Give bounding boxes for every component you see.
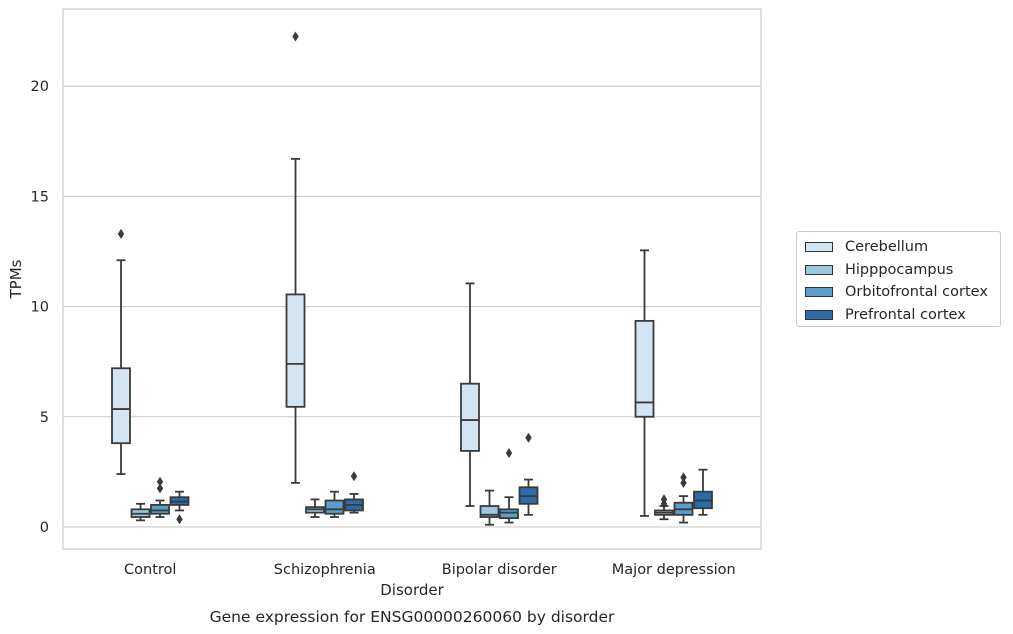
- outlier-point: [660, 494, 668, 505]
- box-group: [460, 282, 480, 507]
- legend-item-orbitofrontal-cortex: Orbitofrontal cortex: [805, 281, 1000, 304]
- outlier-point: [350, 471, 358, 482]
- box-group: [518, 432, 539, 516]
- outlier-point: [525, 432, 532, 443]
- box-marks: [111, 31, 713, 526]
- box-iqr: [634, 319, 655, 418]
- y-tick-label: 0: [40, 520, 49, 536]
- box-iqr: [324, 499, 345, 515]
- outlier-point: [156, 483, 164, 494]
- box-group: [150, 476, 170, 518]
- outlier-point: [292, 31, 299, 42]
- box-iqr: [285, 293, 306, 408]
- x-tick-label: Major depression: [612, 562, 736, 578]
- box-group: [499, 448, 519, 524]
- legend-label-orbitofrontal-cortex: Orbitofrontal cortex: [845, 284, 988, 301]
- chart-legend: Cerebellum Hipppocampus Orbitofrontal co…: [796, 231, 1001, 327]
- box-group: [169, 490, 190, 525]
- grid-lines: [63, 85, 761, 528]
- outlier-point: [505, 448, 513, 459]
- legend-label-cerebellum: Cerebellum: [845, 239, 929, 256]
- legend-label-hippocampus: Hipppocampus: [845, 261, 954, 278]
- y-tick-label: 15: [31, 189, 49, 205]
- box-group: [324, 490, 345, 518]
- outlier-point: [680, 472, 687, 483]
- y-tick-label: 5: [40, 410, 49, 426]
- box-group: [344, 471, 364, 514]
- box-group: [130, 502, 151, 522]
- legend-label-prefrontal-cortex: Prefrontal cortex: [845, 306, 966, 323]
- chart-title: Gene expression for ENSG00000260060 by d…: [210, 608, 615, 626]
- outlier-point: [176, 514, 183, 525]
- legend-item-hippocampus: Hipppocampus: [805, 259, 1000, 282]
- x-tick-label: Control: [124, 562, 176, 578]
- x-tick-labels: Control Schizophrenia Bipolar disorder Majo…: [124, 562, 736, 578]
- box-iqr: [150, 504, 170, 515]
- box-group: [305, 498, 325, 518]
- outlier-point: [117, 228, 125, 239]
- outlier-point: [156, 476, 164, 487]
- plot-frame: [62, 8, 762, 550]
- box-group: [285, 31, 306, 484]
- x-axis-label: Disorder: [380, 581, 444, 599]
- box-iqr: [499, 508, 519, 520]
- box-group: [673, 472, 694, 524]
- box-group: [634, 249, 655, 517]
- legend-item-prefrontal-cortex: Prefrontal cortex: [805, 304, 1000, 327]
- box-group: [693, 468, 713, 516]
- box-group: [479, 489, 500, 526]
- box-iqr: [460, 382, 480, 452]
- y-tick-labels: 0 5 10 15 20: [31, 79, 49, 536]
- legend-item-cerebellum: Cerebellum: [805, 236, 1000, 259]
- y-tick-label: 10: [31, 300, 49, 316]
- y-tick-label: 20: [31, 79, 49, 95]
- legend-swatch-prefrontal-cortex: [805, 309, 833, 320]
- legend-swatch-orbitofrontal-cortex: [805, 287, 833, 298]
- x-tick-label: Bipolar disorder: [442, 562, 557, 578]
- legend-swatch-hippocampus: [805, 264, 833, 275]
- legend-swatch-cerebellum: [805, 242, 833, 253]
- y-axis-label: TPMs: [7, 259, 25, 299]
- box-iqr: [479, 505, 500, 518]
- outlier-point: [680, 477, 687, 488]
- x-tick-label: Schizophrenia: [274, 562, 376, 578]
- box-group: [654, 494, 674, 521]
- box-group: [111, 228, 131, 475]
- box-iqr: [111, 367, 131, 445]
